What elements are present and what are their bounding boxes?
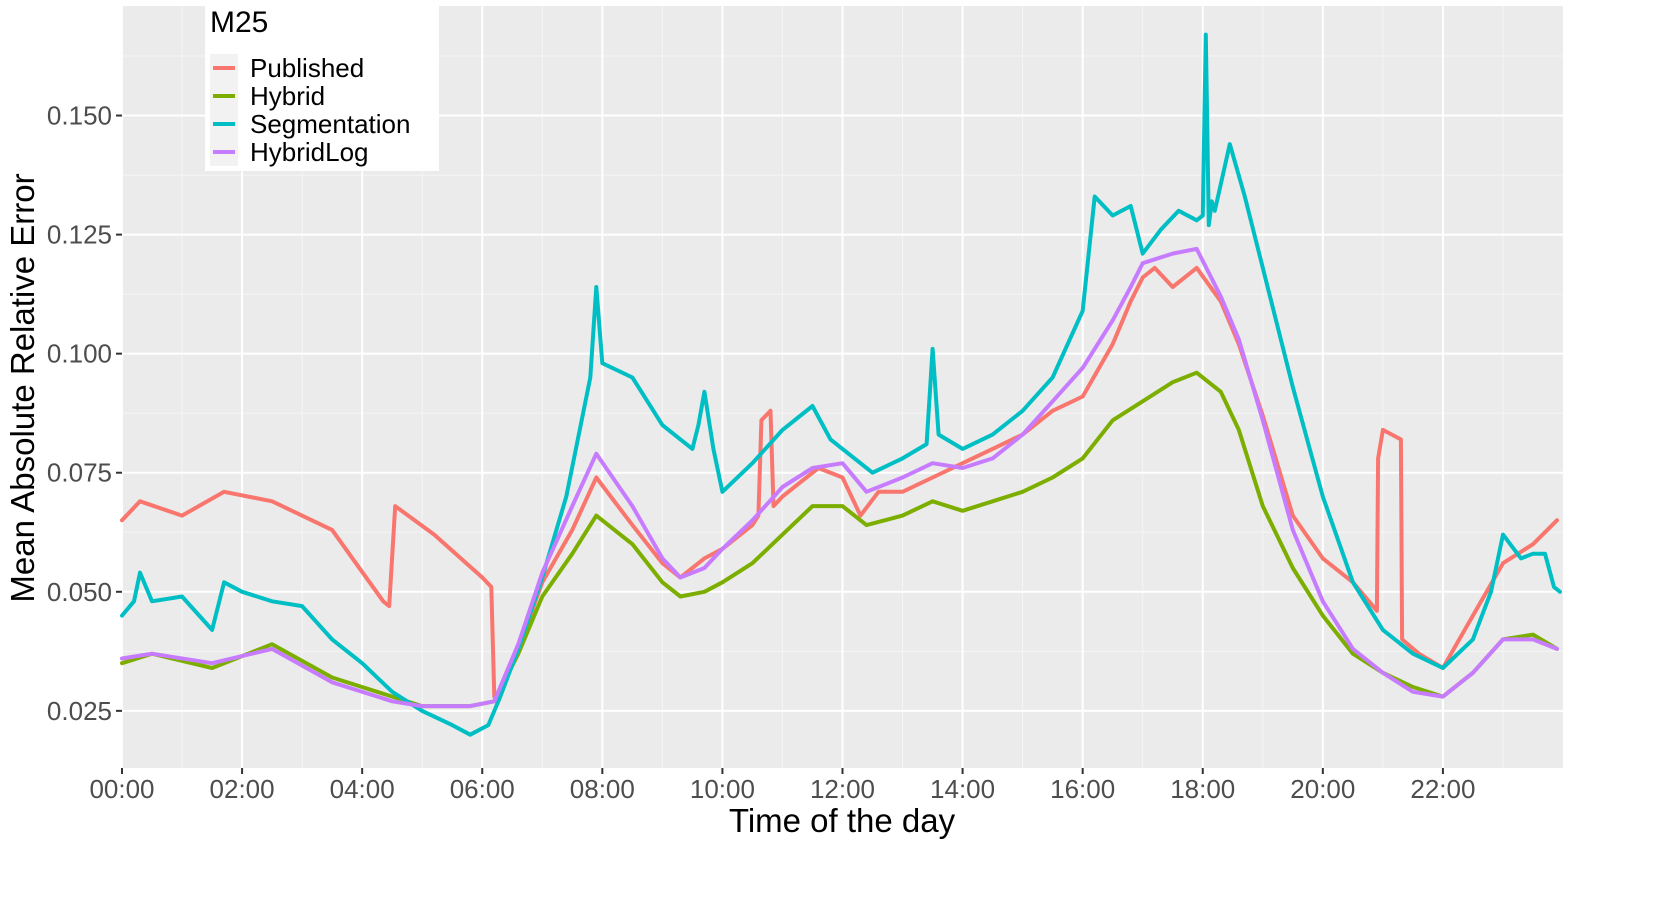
x-tick-label: 18:00 [1170,774,1235,804]
series-line-hybridlog [120,246,1559,709]
x-axis-ticks: 00:00 02:00 04:00 06:00 08:00 10:00 12:00 14:00… [89,768,1475,804]
x-tick-label: 14:00 [930,774,995,804]
y-tick-label: 0.050 [47,577,112,607]
x-tick-label: 04:00 [330,774,395,804]
x-tick-label: 00:00 [89,774,154,804]
y-axis-ticks: 0.025 0.050 0.075 0.100 0.125 0.150 [47,101,122,726]
x-tick-label: 02:00 [210,774,275,804]
x-tick-label: 10:00 [690,774,755,804]
legend-label: Published [250,53,364,83]
x-tick-label: 22:00 [1410,774,1475,804]
series-line-published [120,265,1559,699]
x-tick-label: 16:00 [1050,774,1115,804]
y-tick-label: 0.075 [47,458,112,488]
x-tick-label: 20:00 [1290,774,1355,804]
y-axis-label: Mean Absolute Relative Error [4,173,41,602]
x-tick-label: 12:00 [810,774,875,804]
x-axis-label: Time of the day [729,802,956,839]
y-tick-label: 0.100 [47,339,112,369]
series-line-segmentation [120,32,1562,737]
series-lines [120,32,1562,737]
legend-label: Segmentation [250,109,410,139]
legend-background [205,6,439,171]
legend-label: HybridLog [250,137,369,167]
legend-title: M25 [210,6,268,39]
x-tick-label: 06:00 [450,774,515,804]
y-tick-label: 0.025 [47,696,112,726]
legend-label: Hybrid [250,81,325,111]
x-tick-label: 08:00 [570,774,635,804]
y-tick-label: 0.150 [47,101,112,131]
y-tick-label: 0.125 [47,220,112,250]
